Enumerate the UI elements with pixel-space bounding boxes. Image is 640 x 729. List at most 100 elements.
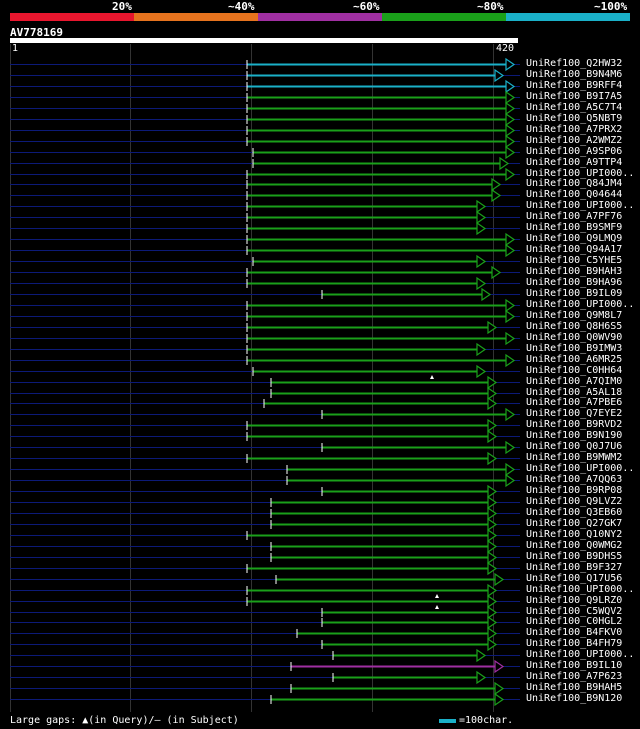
hit-label[interactable]: UniRef100_A7QIM0: [526, 376, 623, 387]
hit-label[interactable]: UniRef100_B9IMW3: [526, 343, 623, 354]
query-gap-marker: [435, 605, 439, 609]
hit-end-arrow: [476, 648, 487, 663]
hit-end-arrow: [505, 123, 516, 138]
hit-label[interactable]: UniRef100_Q2HW32: [526, 58, 623, 69]
hit-end-arrow: [505, 462, 516, 477]
hit-end-arrow: [476, 210, 487, 225]
legend-label-60: ~60%: [353, 0, 380, 13]
hit-label[interactable]: UniRef100_Q3EB60: [526, 507, 623, 518]
hit-end-arrow: [487, 506, 498, 521]
hit-label[interactable]: UniRef100_Q9LMQ9: [526, 233, 623, 244]
hit-label[interactable]: UniRef100_A9TTP4: [526, 157, 623, 168]
hit-label[interactable]: UniRef100_A7PF76: [526, 211, 623, 222]
hit-end-arrow: [494, 68, 505, 83]
hit-label[interactable]: UniRef100_B9HA96: [526, 277, 623, 288]
hit-end-arrow: [481, 287, 492, 302]
hit-end-arrow: [505, 112, 516, 127]
hit-label[interactable]: UniRef100_B9N4M6: [526, 69, 623, 80]
hit-label[interactable]: UniRef100_A7PBE6: [526, 397, 623, 408]
hit-label[interactable]: UniRef100_Q9LVZ2: [526, 496, 623, 507]
hit-end-arrow: [505, 57, 516, 72]
hit-label[interactable]: UniRef100_UPI000..: [526, 463, 635, 474]
hit-label[interactable]: UniRef100_A5C7T4: [526, 102, 623, 113]
hit-label[interactable]: UniRef100_A7QQ63: [526, 474, 623, 485]
hit-end-arrow: [487, 637, 498, 652]
legend-label-40: ~40%: [228, 0, 255, 13]
hit-label[interactable]: UniRef100_C5YHE5: [526, 255, 623, 266]
hit-end-arrow: [505, 473, 516, 488]
hit-end-arrow: [491, 177, 502, 192]
hit-label[interactable]: UniRef100_B9MWM2: [526, 452, 623, 463]
hit-label[interactable]: UniRef100_Q9LRZ0: [526, 595, 623, 606]
hit-end-arrow: [487, 396, 498, 411]
hit-end-arrow: [487, 605, 498, 620]
hit-label[interactable]: UniRef100_C0HGL2: [526, 616, 623, 627]
hit-end-arrow: [487, 615, 498, 630]
hit-label[interactable]: UniRef100_B9N190: [526, 430, 623, 441]
hit-label[interactable]: UniRef100_Q84JM4: [526, 178, 623, 189]
hit-label[interactable]: UniRef100_B9HAH5: [526, 682, 623, 693]
hit-label[interactable]: UniRef100_B4FH79: [526, 638, 623, 649]
hit-label[interactable]: UniRef100_Q0WV90: [526, 332, 623, 343]
hit-label[interactable]: UniRef100_Q17U56: [526, 573, 623, 584]
hit-end-arrow: [476, 199, 487, 214]
hit-label[interactable]: UniRef100_B9RVD2: [526, 419, 623, 430]
hit-label[interactable]: UniRef100_Q8H6S5: [526, 321, 623, 332]
hit-label[interactable]: UniRef100_UPI000..: [526, 200, 635, 211]
hit-label[interactable]: UniRef100_Q9M8L7: [526, 310, 623, 321]
hit-label[interactable]: UniRef100_B9HAH3: [526, 266, 623, 277]
hit-label[interactable]: UniRef100_A2WMZ2: [526, 135, 623, 146]
hit-end-arrow: [505, 440, 516, 455]
hit-label[interactable]: UniRef100_A7P623: [526, 671, 623, 682]
hit-label[interactable]: UniRef100_UPI000..: [526, 299, 635, 310]
hit-label[interactable]: UniRef100_A9SP06: [526, 146, 623, 157]
hit-label[interactable]: UniRef100_Q0J7U6: [526, 441, 623, 452]
hit-label[interactable]: UniRef100_Q5NBT9: [526, 113, 623, 124]
query-id: AV778169: [10, 26, 63, 39]
legend-label-80: ~80%: [477, 0, 504, 13]
scale-end: 420: [496, 43, 515, 54]
hit-label[interactable]: UniRef100_Q27GK7: [526, 518, 623, 529]
hit-end-arrow: [494, 681, 505, 696]
hit-label[interactable]: UniRef100_Q10NY2: [526, 529, 623, 540]
hit-label[interactable]: UniRef100_UPI000..: [526, 649, 635, 660]
hit-label[interactable]: UniRef100_Q0WMG2: [526, 540, 623, 551]
hit-label[interactable]: UniRef100_B9F327: [526, 562, 623, 573]
hit-end-arrow: [476, 670, 487, 685]
hit-end-arrow: [505, 331, 516, 346]
hit-end-arrow: [487, 320, 498, 335]
hit-label[interactable]: UniRef100_C5WQV2: [526, 606, 623, 617]
hit-end-arrow: [476, 221, 487, 236]
hit-label[interactable]: UniRef100_A7PRX2: [526, 124, 623, 135]
hit-label[interactable]: UniRef100_B9RFF4: [526, 80, 623, 91]
hit-label[interactable]: UniRef100_A5AL18: [526, 387, 623, 398]
hit-label[interactable]: UniRef100_B9RP08: [526, 485, 623, 496]
hit-end-arrow: [487, 451, 498, 466]
hit-label[interactable]: UniRef100_UPI000..: [526, 168, 635, 179]
hit-label[interactable]: UniRef100_C0HH64: [526, 365, 623, 376]
hit-label[interactable]: UniRef100_UPI000..: [526, 584, 635, 595]
hit-label[interactable]: UniRef100_B9DHS5: [526, 551, 623, 562]
hit-label[interactable]: UniRef100_Q94A17: [526, 244, 623, 255]
hit-end-arrow: [494, 692, 505, 707]
query-gap-marker: [435, 594, 439, 598]
hit-label[interactable]: UniRef100_Q7EYE2: [526, 408, 623, 419]
hit-end-arrow: [476, 364, 487, 379]
hit-label[interactable]: UniRef100_B9I7A5: [526, 91, 623, 102]
hit-label[interactable]: UniRef100_B4FKV0: [526, 627, 623, 638]
hit-label[interactable]: UniRef100_Q04644: [526, 189, 623, 200]
hit-end-arrow: [505, 145, 516, 160]
footer-scale-label: =100char.: [459, 715, 514, 726]
hit-end-arrow: [487, 528, 498, 543]
hit-end-arrow: [476, 276, 487, 291]
hit-label[interactable]: UniRef100_A6MR25: [526, 354, 623, 365]
hit-label[interactable]: UniRef100_B9N120: [526, 693, 623, 704]
hit-end-arrow: [505, 353, 516, 368]
hit-label[interactable]: UniRef100_B9IL09: [526, 288, 623, 299]
hit-end-arrow: [487, 517, 498, 532]
legend-label-100: ~100%: [594, 0, 628, 13]
legend-label-20: 20%: [112, 0, 132, 13]
legend-bar-60: [258, 13, 382, 21]
hit-label[interactable]: UniRef100_B9IL10: [526, 660, 623, 671]
hit-label[interactable]: UniRef100_B9SMF9: [526, 222, 623, 233]
